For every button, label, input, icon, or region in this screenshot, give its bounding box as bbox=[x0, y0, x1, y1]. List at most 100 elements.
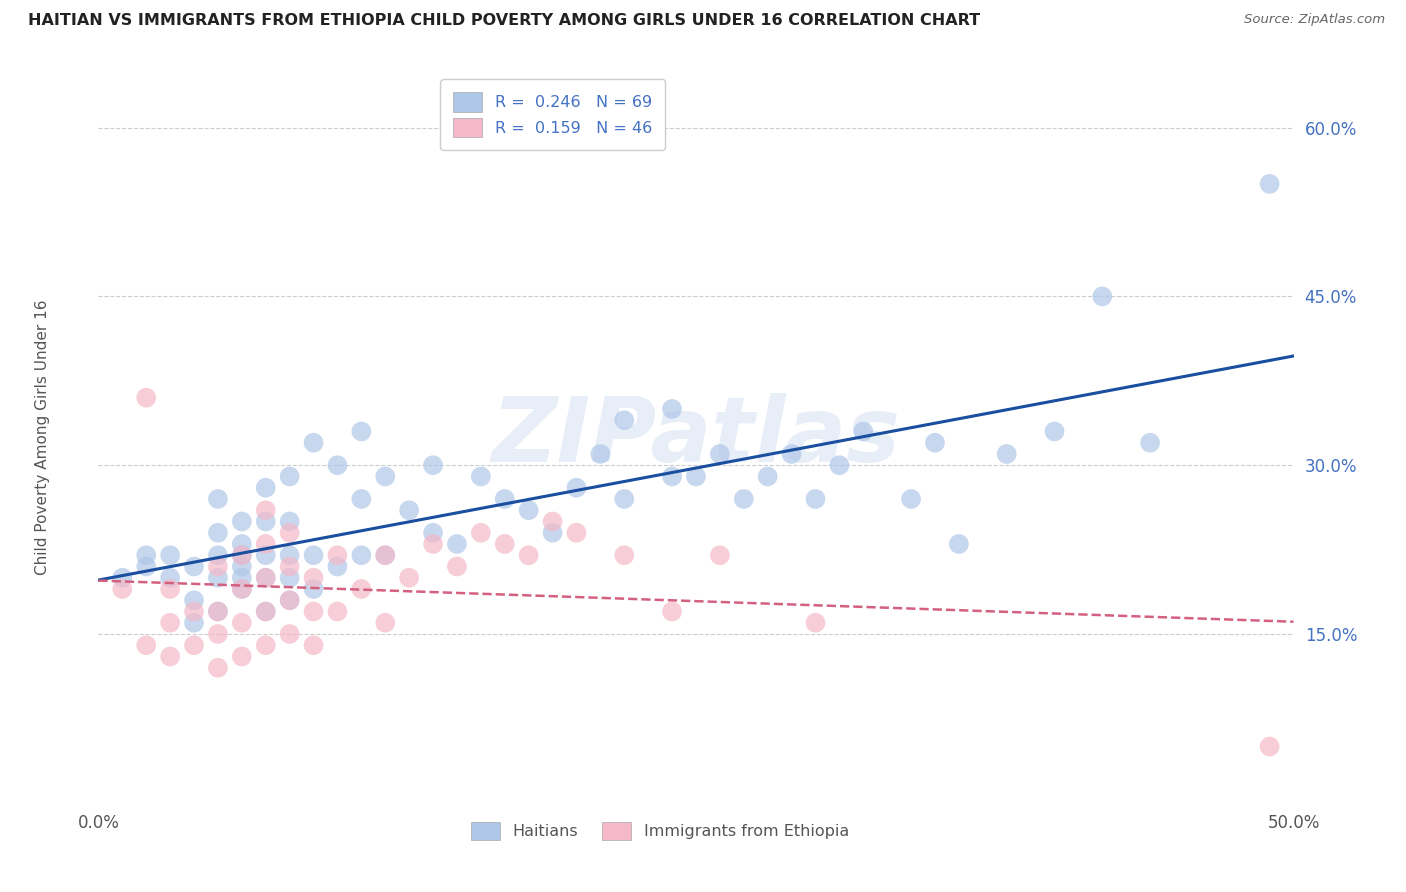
Point bbox=[159, 548, 181, 562]
Point bbox=[231, 571, 253, 585]
Point bbox=[278, 627, 301, 641]
Point bbox=[254, 548, 277, 562]
Point bbox=[852, 425, 875, 439]
Point bbox=[231, 615, 253, 630]
Point bbox=[135, 548, 157, 562]
Point bbox=[804, 615, 827, 630]
Point bbox=[159, 582, 181, 596]
Point bbox=[231, 548, 253, 562]
Point bbox=[254, 503, 277, 517]
Point bbox=[374, 548, 396, 562]
Point bbox=[254, 638, 277, 652]
Point bbox=[350, 582, 373, 596]
Point bbox=[278, 469, 301, 483]
Point bbox=[278, 593, 301, 607]
Point bbox=[231, 515, 253, 529]
Point bbox=[254, 537, 277, 551]
Point bbox=[1139, 435, 1161, 450]
Point bbox=[494, 491, 516, 506]
Point bbox=[302, 435, 325, 450]
Point bbox=[207, 559, 229, 574]
Point bbox=[517, 548, 540, 562]
Point bbox=[302, 605, 325, 619]
Point bbox=[541, 525, 564, 540]
Point bbox=[1043, 425, 1066, 439]
Point bbox=[709, 447, 731, 461]
Point bbox=[254, 605, 277, 619]
Point bbox=[302, 571, 325, 585]
Point bbox=[183, 559, 205, 574]
Point bbox=[422, 458, 444, 473]
Point bbox=[159, 615, 181, 630]
Point bbox=[207, 491, 229, 506]
Point bbox=[589, 447, 612, 461]
Point bbox=[470, 469, 492, 483]
Point bbox=[302, 638, 325, 652]
Point bbox=[231, 559, 253, 574]
Point bbox=[900, 491, 922, 506]
Point bbox=[613, 548, 636, 562]
Point bbox=[661, 605, 683, 619]
Y-axis label: Child Poverty Among Girls Under 16: Child Poverty Among Girls Under 16 bbox=[35, 300, 49, 574]
Point bbox=[278, 515, 301, 529]
Point bbox=[517, 503, 540, 517]
Point bbox=[231, 649, 253, 664]
Point bbox=[183, 638, 205, 652]
Point bbox=[661, 469, 683, 483]
Point bbox=[278, 593, 301, 607]
Point bbox=[446, 537, 468, 551]
Point bbox=[374, 615, 396, 630]
Point bbox=[374, 469, 396, 483]
Point bbox=[995, 447, 1018, 461]
Point bbox=[207, 548, 229, 562]
Point bbox=[278, 571, 301, 585]
Point bbox=[231, 582, 253, 596]
Point bbox=[565, 525, 588, 540]
Point bbox=[661, 401, 683, 416]
Point bbox=[326, 548, 349, 562]
Point bbox=[422, 537, 444, 551]
Point bbox=[1091, 289, 1114, 303]
Point bbox=[350, 425, 373, 439]
Text: Source: ZipAtlas.com: Source: ZipAtlas.com bbox=[1244, 13, 1385, 27]
Point bbox=[135, 638, 157, 652]
Point bbox=[231, 548, 253, 562]
Point bbox=[1258, 739, 1281, 754]
Point bbox=[231, 582, 253, 596]
Point bbox=[278, 548, 301, 562]
Point bbox=[111, 582, 134, 596]
Text: ZIPatlas: ZIPatlas bbox=[492, 393, 900, 481]
Text: HAITIAN VS IMMIGRANTS FROM ETHIOPIA CHILD POVERTY AMONG GIRLS UNDER 16 CORRELATI: HAITIAN VS IMMIGRANTS FROM ETHIOPIA CHIL… bbox=[28, 13, 980, 29]
Point bbox=[350, 548, 373, 562]
Point bbox=[948, 537, 970, 551]
Point bbox=[780, 447, 803, 461]
Point bbox=[207, 605, 229, 619]
Point bbox=[470, 525, 492, 540]
Point bbox=[733, 491, 755, 506]
Point bbox=[828, 458, 851, 473]
Point bbox=[254, 571, 277, 585]
Point bbox=[254, 515, 277, 529]
Point bbox=[135, 559, 157, 574]
Point bbox=[159, 649, 181, 664]
Point bbox=[254, 571, 277, 585]
Point bbox=[422, 525, 444, 540]
Point bbox=[183, 593, 205, 607]
Point bbox=[398, 503, 420, 517]
Point bbox=[685, 469, 707, 483]
Point bbox=[231, 537, 253, 551]
Point bbox=[398, 571, 420, 585]
Point bbox=[207, 525, 229, 540]
Point bbox=[804, 491, 827, 506]
Point bbox=[278, 559, 301, 574]
Point bbox=[159, 571, 181, 585]
Point bbox=[302, 582, 325, 596]
Point bbox=[1258, 177, 1281, 191]
Point bbox=[924, 435, 946, 450]
Point bbox=[254, 481, 277, 495]
Point bbox=[374, 548, 396, 562]
Legend: Haitians, Immigrants from Ethiopia: Haitians, Immigrants from Ethiopia bbox=[465, 816, 855, 846]
Point bbox=[278, 525, 301, 540]
Point bbox=[326, 605, 349, 619]
Point bbox=[709, 548, 731, 562]
